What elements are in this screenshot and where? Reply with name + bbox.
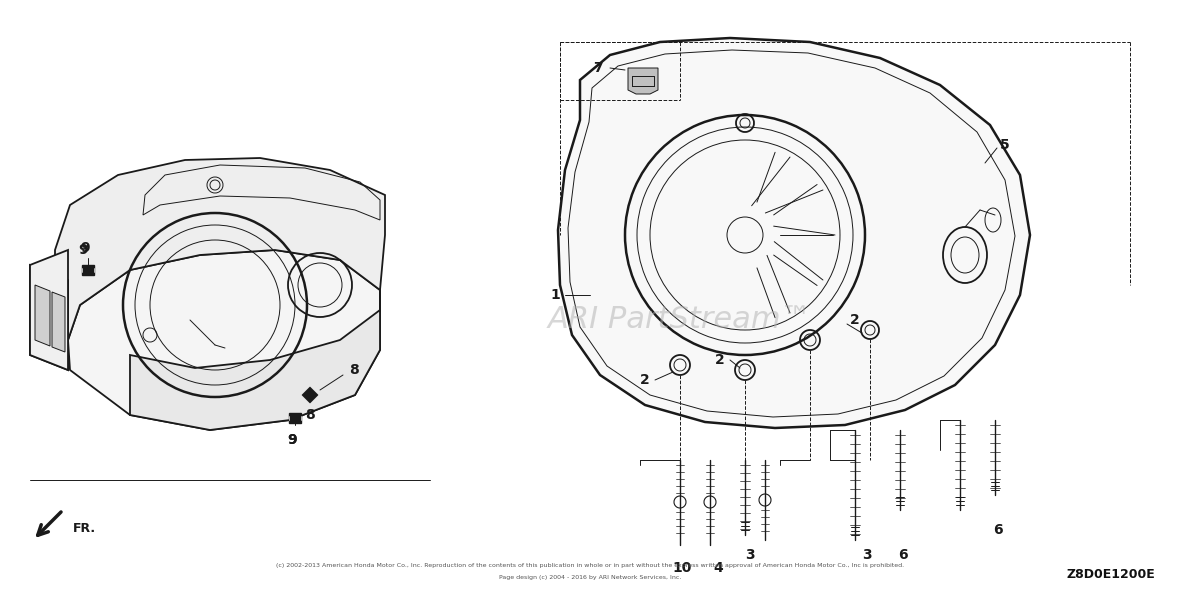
Text: 9: 9: [287, 433, 297, 447]
Text: FR.: FR.: [73, 522, 96, 535]
Text: 5: 5: [1001, 138, 1010, 152]
Text: Z8D0E1200E: Z8D0E1200E: [1067, 569, 1155, 582]
Text: 2: 2: [715, 353, 725, 367]
Text: 9: 9: [287, 433, 297, 447]
Polygon shape: [68, 250, 380, 430]
Text: 4: 4: [713, 561, 723, 575]
Text: Page design (c) 2004 - 2016 by ARI Network Services, Inc.: Page design (c) 2004 - 2016 by ARI Netwo…: [499, 575, 681, 579]
Text: 2: 2: [850, 313, 860, 327]
Text: 10: 10: [673, 561, 691, 575]
Bar: [289, 413, 301, 423]
Text: 1: 1: [550, 288, 559, 302]
Text: 9: 9: [80, 241, 90, 255]
Text: 9: 9: [78, 243, 87, 257]
Polygon shape: [302, 387, 317, 403]
Text: 6: 6: [994, 523, 1003, 537]
Polygon shape: [52, 292, 65, 352]
Text: 2: 2: [640, 373, 650, 387]
Polygon shape: [35, 285, 50, 346]
Text: 8: 8: [306, 408, 315, 422]
Text: 3: 3: [746, 548, 755, 562]
Text: 8: 8: [349, 363, 359, 377]
Bar: [81, 265, 94, 275]
Polygon shape: [130, 290, 380, 430]
Text: 6: 6: [898, 548, 907, 562]
Polygon shape: [628, 68, 658, 94]
Polygon shape: [558, 38, 1030, 428]
Polygon shape: [30, 265, 68, 370]
Polygon shape: [55, 158, 385, 340]
Polygon shape: [30, 250, 68, 370]
Text: 3: 3: [863, 548, 872, 562]
Text: ARI PartStream™: ARI PartStream™: [548, 306, 812, 335]
Text: (c) 2002-2013 American Honda Motor Co., Inc. Reproduction of the contents of thi: (c) 2002-2013 American Honda Motor Co., …: [276, 562, 904, 568]
Text: 7: 7: [594, 61, 603, 75]
